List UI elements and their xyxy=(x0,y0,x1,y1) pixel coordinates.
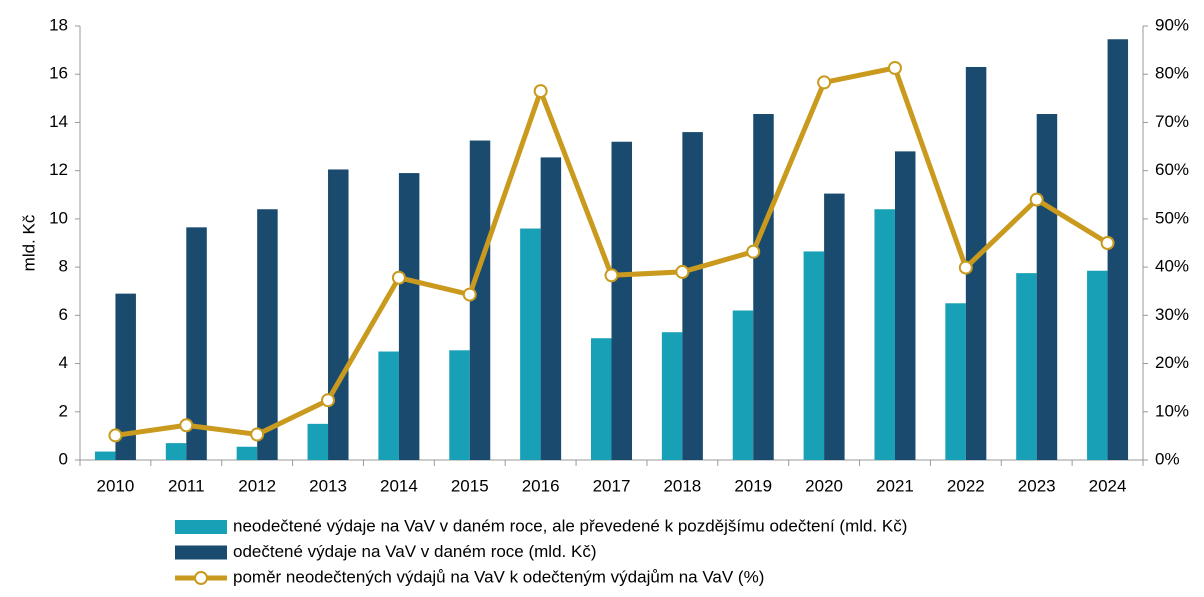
bar xyxy=(591,338,612,460)
y-tick-label: 16 xyxy=(49,64,68,83)
y2-tick-label: 80% xyxy=(1155,64,1189,83)
y2-tick-label: 90% xyxy=(1155,15,1189,34)
legend-swatch xyxy=(175,545,227,560)
y2-tick-label: 60% xyxy=(1155,160,1189,179)
bar xyxy=(94,451,116,460)
line-marker xyxy=(533,84,548,99)
x-tick-label: 2011 xyxy=(168,476,205,495)
bar xyxy=(1087,270,1108,460)
bar xyxy=(945,303,966,460)
x-tick-label: 2019 xyxy=(734,476,772,495)
x-tick-label: 2015 xyxy=(451,476,489,495)
bar xyxy=(1016,273,1037,460)
y-tick-label: 18 xyxy=(49,15,68,34)
bar xyxy=(824,193,845,461)
bar xyxy=(307,423,329,460)
line-marker xyxy=(1029,192,1044,207)
x-tick-label: 2010 xyxy=(97,476,135,495)
line-marker xyxy=(462,287,477,302)
bar xyxy=(378,351,399,460)
bar xyxy=(520,228,541,460)
y2-tick-label: 10% xyxy=(1155,401,1189,420)
line-marker xyxy=(108,428,123,443)
x-tick-label: 2020 xyxy=(805,476,843,495)
bar xyxy=(1036,114,1058,460)
bar xyxy=(398,173,420,461)
x-tick-label: 2023 xyxy=(1018,476,1056,495)
y-tick-label: 4 xyxy=(59,353,68,372)
line-marker xyxy=(958,260,973,275)
y-tick-label: 8 xyxy=(59,257,68,276)
legend-swatch-marker xyxy=(194,571,208,585)
y-tick-label: 0 xyxy=(59,449,68,468)
x-tick-label: 2013 xyxy=(309,476,347,495)
line-marker xyxy=(391,270,406,285)
x-tick-label: 2014 xyxy=(380,476,418,495)
bar xyxy=(257,209,278,460)
y2-tick-label: 30% xyxy=(1155,305,1189,324)
x-tick-label: 2021 xyxy=(876,476,914,495)
bar xyxy=(469,140,491,460)
x-tick-label: 2012 xyxy=(238,476,276,495)
bar xyxy=(540,157,562,460)
bar xyxy=(165,443,187,460)
bar xyxy=(611,141,632,460)
bar xyxy=(753,114,774,460)
y2-tick-label: 70% xyxy=(1155,112,1189,131)
line-marker xyxy=(250,427,265,442)
x-tick-label: 2022 xyxy=(947,476,985,495)
x-tick-label: 2024 xyxy=(1089,476,1127,495)
bar xyxy=(1107,39,1129,461)
y2-tick-label: 50% xyxy=(1155,208,1189,227)
legend-label: poměr neodečtených výdajů na VaV k odečt… xyxy=(233,567,764,586)
x-tick-label: 2018 xyxy=(663,476,701,495)
line-marker xyxy=(179,418,194,433)
line-marker xyxy=(817,75,832,90)
bar xyxy=(328,169,349,460)
y-tick-label: 2 xyxy=(59,401,68,420)
bar xyxy=(965,66,987,460)
bar xyxy=(449,350,470,460)
bar xyxy=(236,446,258,460)
bar xyxy=(682,132,703,461)
line-marker xyxy=(321,393,336,408)
x-tick-label: 2016 xyxy=(522,476,560,495)
legend-label: odečtené výdaje na VaV v daném roce (mld… xyxy=(233,542,596,561)
bar xyxy=(874,209,895,460)
bar xyxy=(894,151,916,460)
bar xyxy=(661,332,683,460)
y2-tick-label: 40% xyxy=(1155,257,1189,276)
y-axis-label: mld. Kč xyxy=(19,214,38,271)
y2-tick-label: 0% xyxy=(1155,449,1180,468)
bar xyxy=(803,251,825,460)
x-tick-label: 2017 xyxy=(593,476,631,495)
line-marker xyxy=(746,244,761,259)
bar xyxy=(186,227,207,460)
bar xyxy=(732,310,754,460)
y-tick-label: 6 xyxy=(59,305,68,324)
legend-swatch xyxy=(175,520,227,534)
y-tick-label: 14 xyxy=(49,112,68,131)
line-marker xyxy=(604,268,619,283)
line-marker xyxy=(1100,236,1115,250)
line-marker xyxy=(887,60,902,75)
y-tick-label: 10 xyxy=(49,208,68,227)
y2-tick-label: 20% xyxy=(1155,353,1189,372)
legend-label: neodečtené výdaje na VaV v daném roce, a… xyxy=(233,516,907,535)
y-tick-label: 12 xyxy=(49,160,68,179)
bar xyxy=(115,293,136,460)
line-marker xyxy=(675,264,690,279)
